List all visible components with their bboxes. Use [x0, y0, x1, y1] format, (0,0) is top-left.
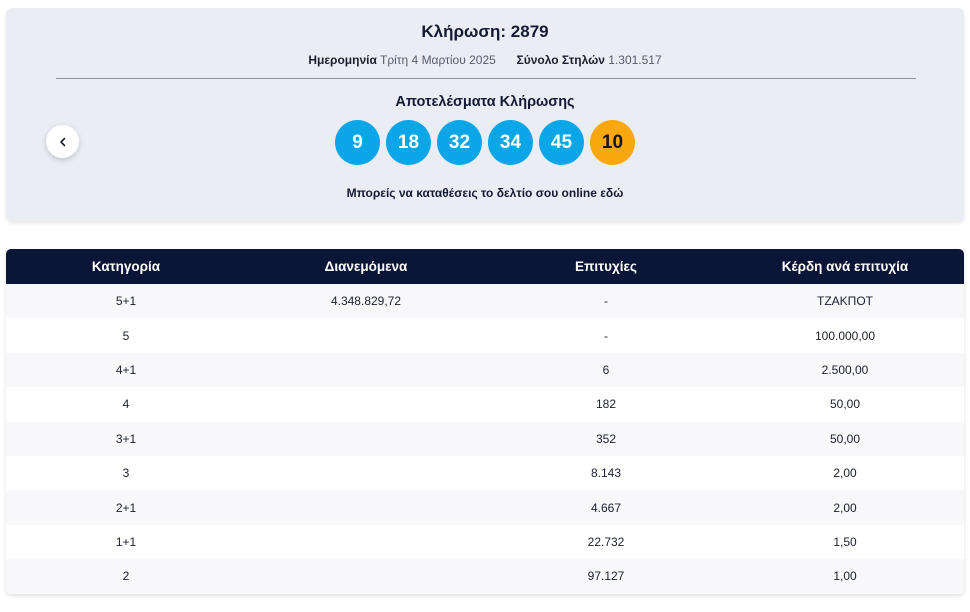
chevron-left-icon — [59, 137, 65, 146]
cell-prize: 2,00 — [833, 466, 857, 481]
table-row: 1+1 22.732 1,50 — [6, 524, 964, 560]
draw-card: Κλήρωση: 2879 Ημερομηνία Τρίτη 4 Μαρτίου… — [6, 8, 964, 221]
table-row: 3+1 352 50,00 — [6, 421, 964, 456]
table-row: 3 8.143 2,00 — [6, 455, 964, 491]
draw-title: Κλήρωση: 2879 — [421, 22, 549, 41]
cell-prize: 50,00 — [829, 431, 861, 446]
header-winners: Επιτυχίες — [575, 259, 637, 274]
cell-distributed — [246, 456, 486, 490]
cell-distributed: 4.348.829,72 — [330, 294, 402, 309]
cell-category: 5+1 — [115, 294, 137, 309]
cell-distributed — [246, 490, 486, 524]
results-title: Αποτελέσματα Κλήρωσης — [395, 94, 575, 110]
columns-value: 1.301.517 — [608, 53, 662, 67]
number-ball: 32 — [437, 120, 482, 165]
cell-winners: - — [604, 294, 608, 309]
header-distributed: Διανεμόμενα — [324, 259, 408, 274]
cell-winners: 352 — [595, 431, 617, 446]
joker-ball: 10 — [590, 120, 635, 165]
header-prize-per-winner: Κέρδη ανά επιτυχία — [781, 259, 909, 274]
cell-winners: 6 — [602, 362, 610, 377]
online-bet-link[interactable]: Μπορείς να καταθέσεις το δελτίο σου onli… — [346, 186, 624, 200]
cell-category: 4+1 — [115, 362, 137, 377]
cell-distributed — [246, 353, 486, 387]
date-value: Τρίτη 4 Μαρτίου 2025 — [379, 53, 496, 67]
cell-winners: 182 — [595, 397, 617, 412]
cell-category: 2 — [122, 569, 130, 584]
cell-category: 2+1 — [115, 500, 137, 515]
columns-label: Σύνολο Στηλών — [516, 53, 605, 67]
cell-winners: 8.143 — [590, 466, 622, 481]
cell-winners: - — [604, 328, 608, 343]
cell-prize: 2.500,00 — [821, 362, 869, 377]
cell-prize: 2,00 — [833, 500, 857, 515]
cell-distributed — [246, 422, 486, 456]
cell-category: 4 — [122, 397, 130, 412]
cell-distributed — [246, 318, 486, 352]
cell-prize: ΤΖΑΚΠΟΤ — [817, 294, 873, 309]
divider — [56, 78, 916, 79]
table-row: 5+1 4.348.829,72 - ΤΖΑΚΠΟΤ — [6, 284, 964, 319]
table-row: 5 - 100.000,00 — [6, 318, 964, 353]
number-ball: 34 — [488, 120, 533, 165]
table-row: 4 182 50,00 — [6, 387, 964, 422]
cell-category: 5 — [122, 328, 130, 343]
cell-prize: 1,50 — [833, 534, 857, 549]
cell-distributed — [246, 525, 486, 559]
cell-category: 3+1 — [115, 431, 137, 446]
cell-winners: 97.127 — [587, 569, 625, 584]
table-header-row: Κατηγορία Διανεμόμενα Επιτυχίες Κέρδη αν… — [6, 249, 964, 284]
previous-draw-button[interactable] — [46, 125, 79, 158]
cell-winners: 22.732 — [587, 534, 625, 549]
cell-prize: 50,00 — [829, 397, 861, 412]
table-row: 2+1 4.667 2,00 — [6, 490, 964, 525]
header-category: Κατηγορία — [91, 259, 161, 274]
cell-prize: 100.000,00 — [814, 328, 876, 343]
number-ball: 9 — [335, 120, 380, 165]
cell-category: 1+1 — [115, 534, 137, 549]
cell-distributed — [246, 387, 486, 421]
table-row: 2 97.127 1,00 — [6, 559, 964, 594]
cell-distributed — [246, 559, 486, 593]
cell-winners: 4.667 — [590, 500, 622, 515]
cell-category: 3 — [122, 466, 130, 481]
cell-prize: 1,00 — [833, 569, 857, 584]
prize-table: Κατηγορία Διανεμόμενα Επιτυχίες Κέρδη αν… — [6, 249, 964, 594]
date-label: Ημερομηνία — [308, 53, 377, 67]
winning-numbers: 9 18 32 34 45 10 — [6, 120, 964, 165]
number-ball: 18 — [386, 120, 431, 165]
table-row: 4+1 6 2.500,00 — [6, 352, 964, 388]
draw-meta: Ημερομηνία Τρίτη 4 Μαρτίου 2025 Σύνολο Σ… — [6, 53, 964, 67]
number-ball: 45 — [539, 120, 584, 165]
